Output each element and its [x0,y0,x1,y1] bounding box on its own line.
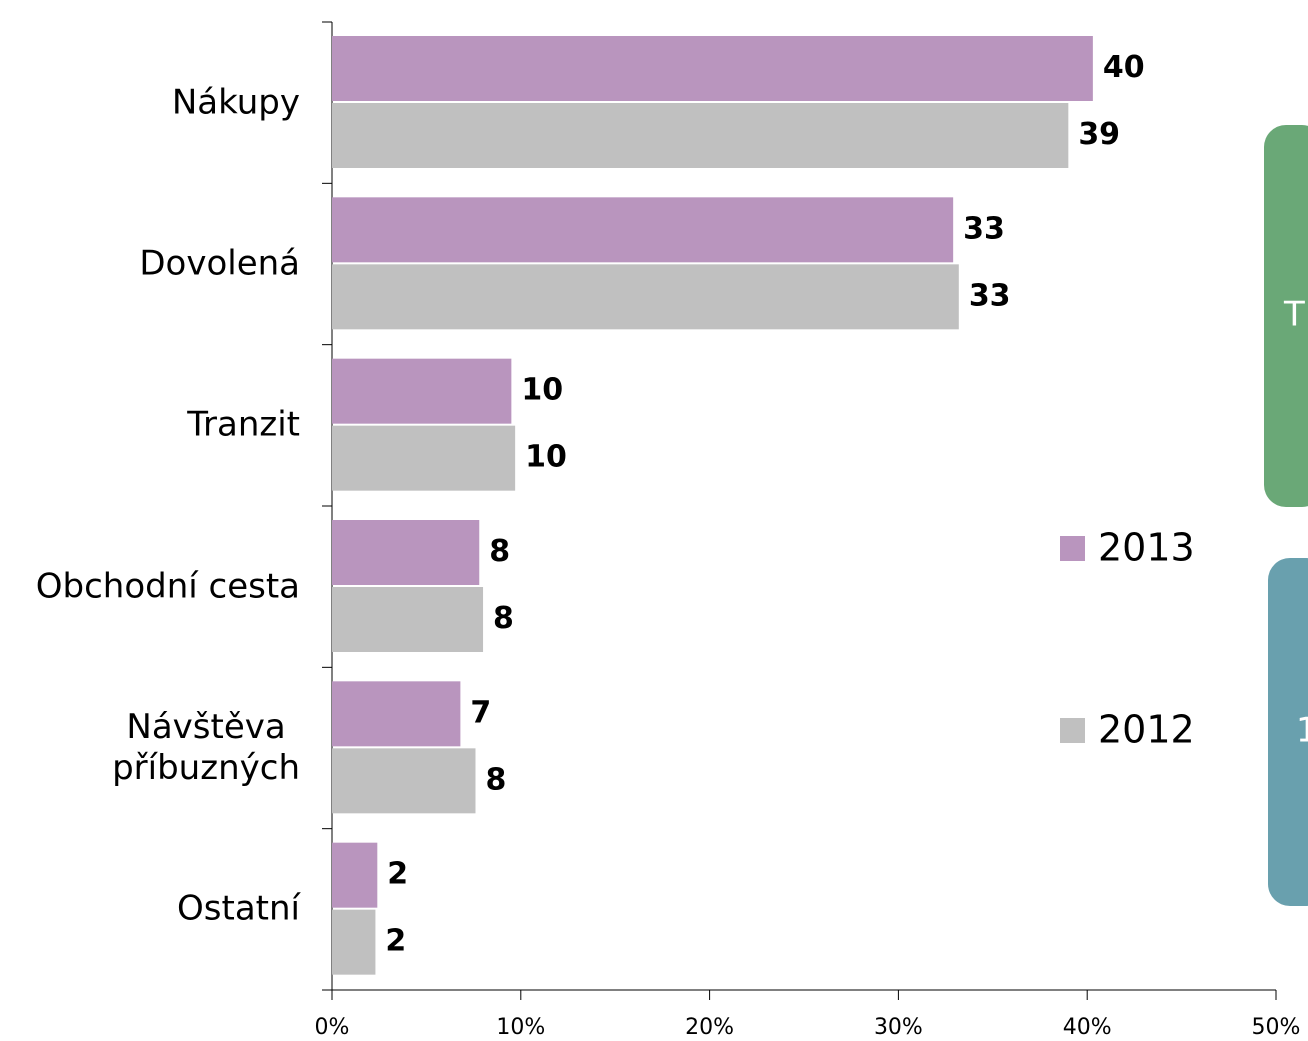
category-label: Dovolená [139,243,300,284]
side-box-text: T [1283,295,1305,335]
x-tick-label: 50% [1252,1015,1301,1040]
bar [332,197,954,263]
bar [332,748,476,814]
x-tick-label: 40% [1063,1015,1112,1040]
category-label: Tranzit [187,404,300,445]
category-label: Nákupy [171,82,300,123]
bar [332,425,516,491]
value-label: 10 [525,440,567,475]
bar [332,842,378,908]
value-label: 8 [485,762,506,797]
bar [332,587,484,652]
value-label: 8 [489,534,510,569]
value-label: 40 [1103,50,1145,85]
legend-label: 2012 [1098,708,1195,752]
value-label: 33 [963,211,1005,246]
bar [332,103,1069,168]
side-box [1268,558,1308,906]
x-tick-label: 30% [874,1015,923,1040]
category-label: Obchodní cesta [35,566,300,607]
legend-swatch [1060,536,1085,561]
x-tick-label: 0% [315,1015,350,1040]
side-box-text: 1 [1296,711,1308,751]
legend-label: 2013 [1098,526,1195,570]
x-tick-label: 10% [496,1015,545,1040]
value-label: 2 [387,857,408,892]
value-label: 39 [1078,117,1120,152]
value-label: 7 [470,695,491,730]
bar [332,520,480,585]
value-label: 2 [385,924,406,959]
value-label: 33 [969,278,1011,313]
legend-swatch [1060,718,1085,743]
category-label: Návštěva příbuzných [112,707,300,788]
value-label: 10 [521,373,563,408]
bar [332,909,376,975]
x-tick-label: 20% [685,1015,734,1040]
side-box [1264,125,1308,507]
bar [332,264,959,330]
bar [332,681,461,747]
bar [332,358,512,424]
category-label: Ostatní [177,888,300,929]
bar [332,36,1093,101]
value-label: 8 [493,601,514,636]
